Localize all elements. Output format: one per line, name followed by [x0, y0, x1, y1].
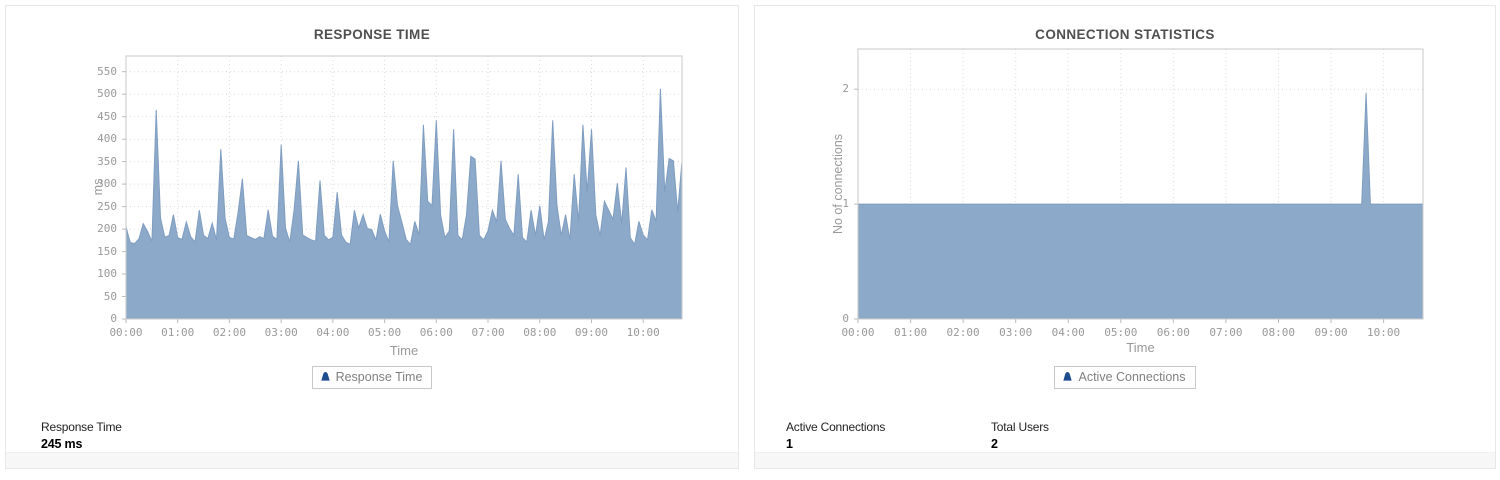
x-tick-label: 07:00	[471, 326, 505, 339]
stat-label: Active Connections	[786, 420, 886, 434]
y-tick-label: 1	[842, 197, 849, 211]
legend-row: Response Time	[6, 366, 738, 389]
x-tick-label: 02:00	[946, 326, 980, 339]
stat-response-time: Response Time 245 ms	[41, 420, 246, 451]
x-tick-label: 10:00	[626, 326, 660, 339]
x-tick-label: 00:00	[109, 326, 143, 339]
legend-label: Response Time	[335, 370, 423, 384]
x-tick-label: 10:00	[1367, 326, 1401, 339]
y-tick-label: 0	[110, 312, 117, 325]
stat-total-users: Total Users 2	[991, 420, 1196, 451]
x-tick-label: 02:00	[212, 326, 246, 339]
area-chart-svg	[122, 55, 683, 323]
legend-active-connections: Active Connections	[1054, 366, 1196, 389]
x-tick-label: 08:00	[1261, 326, 1296, 339]
legend-label: Active Connections	[1078, 370, 1186, 384]
area-series-icon	[1062, 371, 1073, 385]
y-tick-label: 550	[97, 64, 117, 78]
x-tick-label: 06:00	[1156, 326, 1190, 339]
stat-value: 2	[991, 437, 998, 451]
x-tick-label: 08:00	[523, 326, 557, 339]
y-tick-label: 250	[97, 199, 117, 213]
x-axis-label: Time	[1126, 340, 1155, 355]
chart-title: RESPONSE TIME	[313, 27, 431, 42]
y-tick-label: 2	[842, 82, 849, 96]
y-tick-label: 100	[97, 267, 117, 281]
response-time-chart-plot[interactable]: 0 50 100 150 200 250 300 350 400 450 500 550 00:00 01…	[6, 6, 738, 468]
x-tick-label: 00:00	[841, 326, 875, 339]
x-tick-label: 03:00	[264, 326, 298, 339]
area-series-icon	[320, 371, 331, 385]
panel-footer	[6, 452, 738, 468]
x-tick-label: 01:00	[161, 326, 195, 339]
x-tick-label: 03:00	[999, 326, 1033, 339]
y-tick-label: 150	[97, 244, 117, 258]
x-tick-label: 06:00	[419, 326, 453, 339]
x-axis-label: Time	[389, 343, 419, 358]
stats-row: Response Time 245 ms	[41, 420, 246, 451]
x-tick-label: 09:00	[574, 326, 609, 339]
area-chart-svg	[854, 48, 1424, 323]
stat-value: 1	[786, 437, 793, 451]
y-tick-label: 200	[97, 222, 117, 236]
legend-response-time: Response Time	[311, 366, 433, 389]
y-axis-label: No of connections	[831, 133, 845, 235]
x-tick-label: 09:00	[1314, 326, 1348, 339]
x-tick-label: 07:00	[1209, 326, 1243, 339]
y-tick-label: 350	[97, 154, 117, 168]
panel-footer	[755, 452, 1495, 468]
y-axis-label: ms	[91, 178, 105, 196]
stat-value: 245 ms	[41, 437, 83, 451]
y-tick-label: 400	[97, 132, 117, 146]
stats-row: Active Connections 1 Total Users 2	[786, 420, 1196, 451]
y-tick-label: 300	[97, 177, 117, 191]
connection-statistics-chart-plot[interactable]: 0 1 2 00:00 01:00 02:00 03:00 04:00 05:00 06:00 07…	[755, 6, 1495, 468]
x-tick-label: 01:00	[893, 326, 928, 339]
x-tick-label: 05:00	[1104, 326, 1138, 339]
y-tick-label: 50	[103, 289, 117, 303]
response-time-panel: RESPONSE TIME 0 50 100 150 200 250 300 350 400 45…	[5, 5, 739, 469]
chart-title: CONNECTION STATISTICS	[1035, 27, 1215, 42]
x-tick-label: 04:00	[316, 326, 350, 339]
stat-active-connections: Active Connections 1	[786, 420, 991, 451]
x-tick-label: 04:00	[1051, 326, 1085, 339]
y-tick-label: 500	[97, 87, 117, 101]
y-tick-label: 0	[842, 312, 849, 325]
stat-label: Total Users	[991, 420, 1049, 434]
x-tick-label: 05:00	[368, 326, 402, 339]
legend-row: Active Connections	[755, 366, 1495, 389]
connection-statistics-panel: CONNECTION STATISTICS 0 1 2 00:00 01:00 02:00…	[754, 5, 1496, 469]
stat-label: Response Time	[41, 420, 122, 434]
y-tick-label: 450	[97, 109, 117, 123]
